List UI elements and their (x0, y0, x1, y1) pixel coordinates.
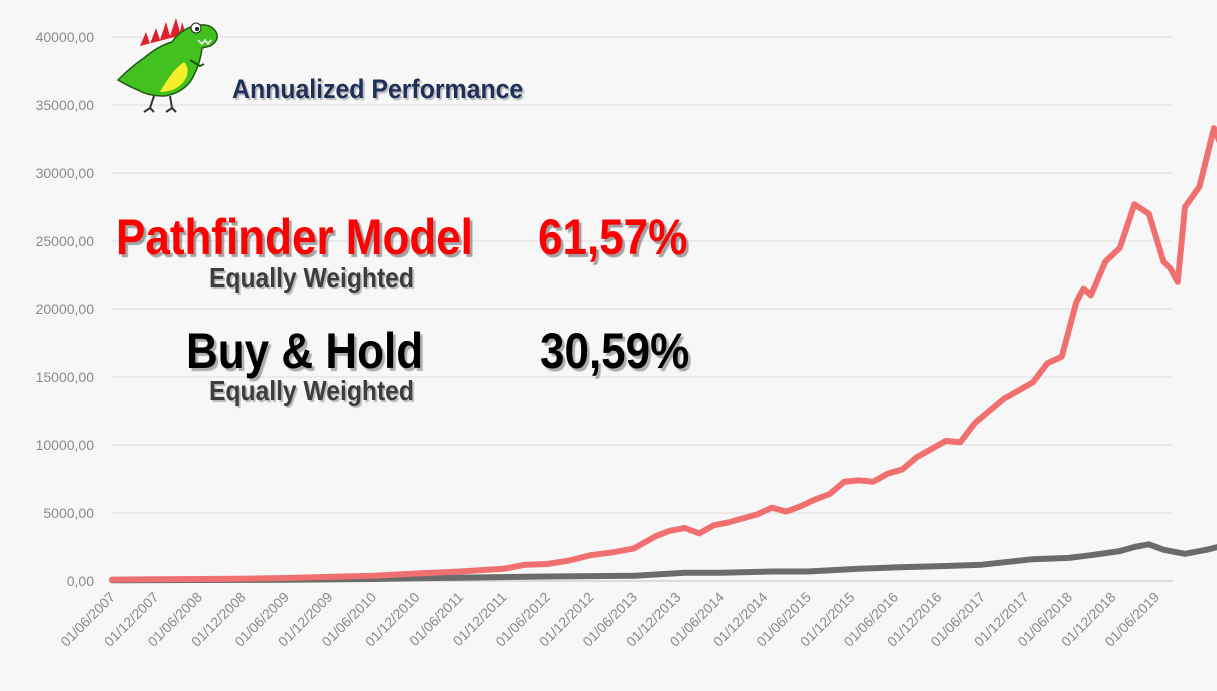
y-tick-label: 25000,00 (36, 233, 95, 249)
gridlines (112, 36, 1173, 582)
x-axis: 01/06/200701/12/200701/06/200801/12/2008… (57, 589, 1162, 650)
pathfinder-weighting-label: Equally Weighted (209, 262, 414, 293)
chart-title: Annualized Performance (232, 74, 524, 104)
y-tick-label: 10000,00 (36, 437, 95, 453)
y-tick-label: 35000,00 (36, 97, 95, 113)
buy-hold-label: Buy & Hold (186, 323, 424, 379)
y-axis: 0,00 5000,00 10000,00 15000,00 20000,00 25000… (36, 29, 95, 589)
pathfinder-model-label: Pathfinder Model (116, 209, 473, 265)
buy-hold-value: 30,59% (540, 323, 690, 379)
buyhold-series-line (109, 541, 1217, 584)
buy-hold-weighting-label: Equally Weighted (209, 375, 414, 406)
dinosaur-logo-icon (116, 18, 218, 113)
y-tick-label: 0,00 (67, 573, 94, 589)
y-tick-label: 30000,00 (36, 165, 95, 181)
y-tick-label: 20000,00 (36, 301, 95, 317)
series-lines (109, 125, 1217, 584)
y-tick-label: 15000,00 (36, 369, 95, 385)
pathfinder-model-value: 61,57% (538, 209, 688, 265)
pathfinder-series-line (109, 125, 1217, 583)
y-tick-label: 5000,00 (43, 505, 94, 521)
y-tick-label: 40000,00 (36, 29, 95, 45)
